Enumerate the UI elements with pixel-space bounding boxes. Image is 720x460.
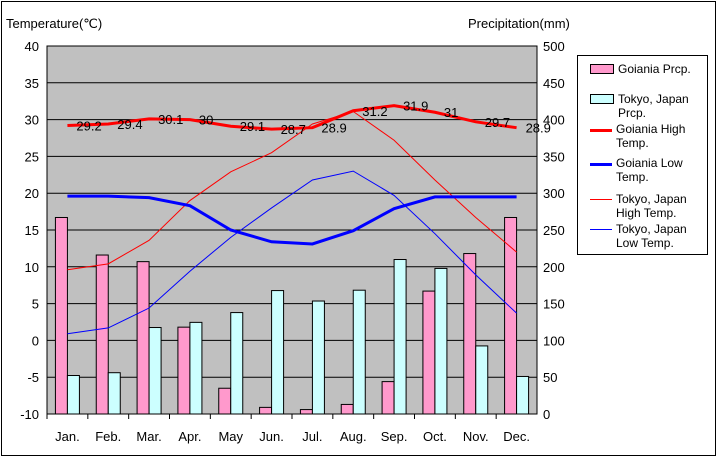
bar-goiania-prcp <box>54 216 68 415</box>
left-tick-label: 40 <box>25 39 39 54</box>
legend-swatch <box>590 229 612 230</box>
bar-tokyo-prcp <box>475 345 489 415</box>
legend-label: Tokyo, Japan High Temp. <box>616 192 687 220</box>
data-label: 29.2 <box>76 118 101 133</box>
legend-item: Tokyo, Japan Low Temp. <box>590 222 711 250</box>
left-tick-label: 15 <box>25 223 39 238</box>
bar-tokyo-prcp <box>66 375 80 415</box>
right-tick-label: 500 <box>543 39 565 54</box>
data-label: 29.7 <box>485 115 510 130</box>
bar-goiania-prcp <box>340 403 354 415</box>
data-label: 29.4 <box>117 117 142 132</box>
bar-goiania-prcp <box>463 253 477 415</box>
left-tick-label: 20 <box>25 186 39 201</box>
right-tick-label: 300 <box>543 186 565 201</box>
right-tick-label: 450 <box>543 76 565 91</box>
data-label: 30 <box>199 113 213 128</box>
legend-item: Tokyo, Japan High Temp. <box>590 192 711 220</box>
right-tick-label: 50 <box>543 370 557 385</box>
legend-swatch <box>590 64 614 74</box>
right-tick-label: 200 <box>543 260 565 275</box>
x-tick-label: Jul. <box>302 429 322 444</box>
legend: Goiania Prcp. Tokyo, Japan Prcp. Goiania H… <box>577 55 708 255</box>
legend-label: Goiania High Temp. <box>616 122 686 150</box>
line-tokyo-japan-high-temp- <box>67 110 517 271</box>
x-tick-label: Aug. <box>340 429 367 444</box>
legend-swatch <box>590 163 612 166</box>
bar-tokyo-prcp <box>393 259 407 415</box>
x-tick-label: Apr. <box>178 429 201 444</box>
legend-label: Tokyo, Japan Low Temp. <box>616 222 687 250</box>
data-label: 31 <box>444 105 458 120</box>
bar-tokyo-prcp <box>148 327 162 415</box>
bar-tokyo-prcp <box>107 372 121 415</box>
right-tick-label: 350 <box>543 149 565 164</box>
data-label: 28.9 <box>526 121 551 136</box>
left-axis-title: Temperature(℃) <box>6 16 102 31</box>
left-tick-label: 0 <box>32 333 39 348</box>
legend-swatch <box>590 94 614 104</box>
left-tick-label: 35 <box>25 76 39 91</box>
legend-item: Tokyo, Japan Prcp. <box>590 92 713 120</box>
right-tick-label: 0 <box>543 407 550 422</box>
bar-tokyo-prcp <box>352 289 366 415</box>
left-tick-label: -10 <box>20 407 39 422</box>
data-label: 28.9 <box>321 121 346 136</box>
data-label: 29.1 <box>240 119 265 134</box>
x-tick-label: Nov. <box>463 429 489 444</box>
bar-tokyo-prcp <box>271 290 285 415</box>
plot-border <box>46 45 538 415</box>
right-axis-title: Precipitation(mm) <box>468 16 570 31</box>
line-goiania-high-temp- <box>67 104 517 131</box>
data-label: 30.1 <box>158 112 183 127</box>
legend-item: Goiania Prcp. <box>590 62 713 76</box>
left-tick-label: 5 <box>32 297 39 312</box>
bar-goiania-prcp <box>95 254 109 415</box>
left-tick-label: -5 <box>27 370 39 385</box>
x-tick-label: Mar. <box>136 429 161 444</box>
bar-tokyo-prcp <box>434 267 448 415</box>
x-tick-label: Oct. <box>423 429 447 444</box>
data-label: 31.9 <box>403 99 428 114</box>
bar-goiania-prcp <box>177 326 191 415</box>
bar-goiania-prcp <box>381 381 395 415</box>
legend-swatch <box>590 199 612 200</box>
right-tick-label: 100 <box>543 333 565 348</box>
data-label: 28.7 <box>281 122 306 137</box>
data-label: 31.2 <box>362 104 387 119</box>
bar-goiania-prcp <box>136 261 150 415</box>
line-tokyo-japan-low-temp- <box>67 170 517 335</box>
right-tick-label: 150 <box>543 297 565 312</box>
line-goiania-low-temp- <box>67 194 517 246</box>
bar-tokyo-prcp <box>516 375 530 415</box>
right-tick-label: 400 <box>543 113 565 128</box>
x-tick-label: Dec. <box>503 429 530 444</box>
legend-item: Goiania High Temp. <box>590 122 711 150</box>
x-tick-label: Jan. <box>55 429 80 444</box>
x-tick-label: Feb. <box>95 429 121 444</box>
legend-swatch <box>590 129 612 132</box>
x-tick-label: May <box>218 429 243 444</box>
legend-label: Goiania Low Temp. <box>616 156 683 184</box>
x-tick-label: Jun. <box>259 429 284 444</box>
left-tick-label: 30 <box>25 113 39 128</box>
bar-goiania-prcp <box>422 290 436 415</box>
x-tick-label: Sep. <box>381 429 408 444</box>
legend-label: Tokyo, Japan Prcp. <box>618 92 689 120</box>
bar-goiania-prcp <box>218 387 232 415</box>
bar-tokyo-prcp <box>189 321 203 415</box>
bar-tokyo-prcp <box>311 300 325 415</box>
right-tick-label: 250 <box>543 223 565 238</box>
bar-goiania-prcp <box>299 409 313 415</box>
legend-label: Goiania Prcp. <box>618 62 691 76</box>
bar-tokyo-prcp <box>230 312 244 415</box>
legend-item: Goiania Low Temp. <box>590 156 711 184</box>
left-tick-label: 25 <box>25 149 39 164</box>
bar-goiania-prcp <box>259 406 273 415</box>
left-tick-label: 10 <box>25 260 39 275</box>
